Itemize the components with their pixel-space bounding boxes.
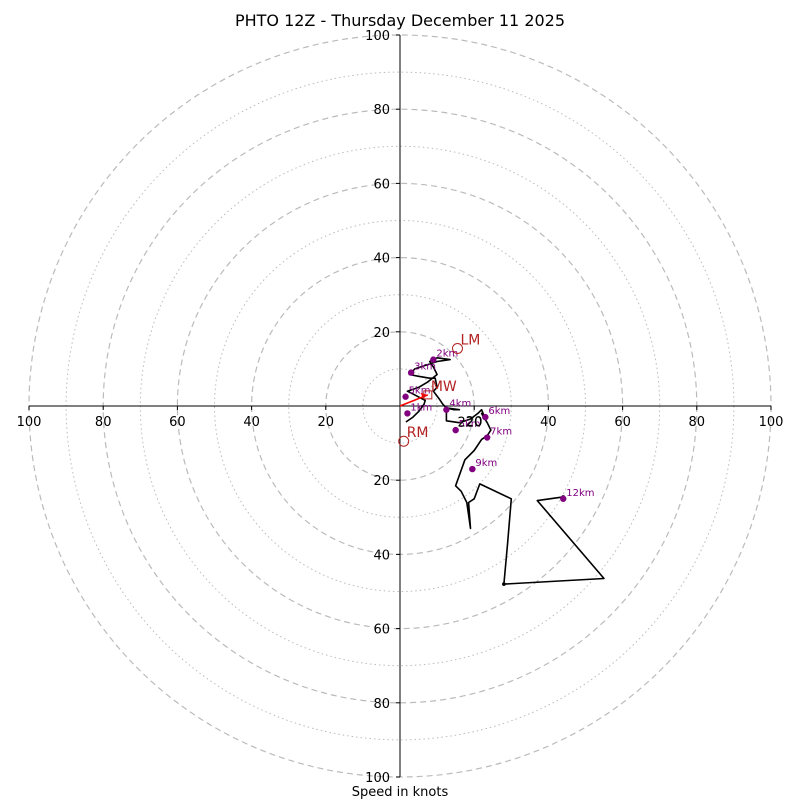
y-tick-label-down-80: 80	[373, 697, 390, 712]
height-marker-label-5km-5: 5km	[459, 419, 481, 430]
height-marker-5km-5	[452, 426, 459, 434]
storm-motion: LM MW RM 220	[398, 332, 483, 447]
x-tick-label-right-60: 60	[614, 415, 631, 430]
x-tick-label-left-60: 60	[169, 415, 186, 430]
height-marker-3km-1	[407, 369, 415, 376]
storm-motion-label-RM: RM	[407, 425, 429, 441]
x-tick-label-left-40: 40	[243, 415, 260, 430]
height-marker-1km-3	[404, 410, 411, 417]
height-marker-6km-6	[482, 413, 489, 421]
y-tick-label-down-60: 60	[373, 623, 390, 638]
x-tick-label-right-40: 40	[540, 415, 557, 430]
y-tick-label-up-100: 100	[365, 29, 390, 44]
y-tick-label-up-60: 60	[373, 177, 390, 192]
height-marker-label-3km-1: 3km	[414, 362, 436, 373]
height-marker-label-5km-2: 5km	[409, 386, 431, 397]
center-label: 220	[458, 415, 483, 430]
y-tick-label-up-80: 80	[373, 103, 390, 118]
y-tick-label-up-40: 40	[373, 252, 390, 267]
x-tick-label-left-20: 20	[318, 415, 335, 430]
x-tick-label-right-80: 80	[689, 415, 706, 430]
y-tick-label-down-20: 20	[373, 474, 390, 489]
height-marker-5km-2	[402, 393, 409, 400]
x-tick-label-left-100: 100	[17, 415, 42, 430]
height-marker-label-4km-4: 4km	[449, 399, 471, 410]
storm-motion-marker-MW	[423, 390, 433, 400]
height-marker-2km-0	[430, 356, 437, 363]
storm-motion-marker-LM	[452, 342, 464, 354]
height-marker-label-6km-6: 6km	[488, 406, 510, 417]
y-tick-label-down-40: 40	[373, 548, 390, 563]
height-marker-12km-9	[560, 495, 567, 502]
height-marker-label-1km-3: 1km	[410, 402, 432, 413]
y-tick-label-up-20: 20	[373, 326, 390, 341]
height-marker-label-2km-0: 2km	[436, 349, 458, 360]
height-marker-4km-4	[443, 406, 450, 413]
height-marker-7km-7	[483, 434, 491, 441]
storm-motion-label-LM: LM	[461, 332, 481, 348]
height-marker-label-7km-7: 7km	[490, 427, 512, 438]
height-marker-label-12km-9: 12km	[566, 488, 594, 499]
chart-title: PHTO 12Z - Thursday December 11 2025	[235, 11, 565, 30]
storm-motion-marker-RM	[398, 435, 410, 447]
storm-motion-label-MW: MW	[431, 379, 457, 395]
x-axis-label: Speed in knots	[352, 785, 449, 800]
x-tick-label-left-80: 80	[95, 415, 112, 430]
x-tick-label-right-100: 100	[759, 415, 784, 430]
hodograph-vertex-point	[502, 582, 506, 586]
height-marker-9km-8	[469, 465, 476, 473]
height-marker-label-9km-8: 9km	[475, 458, 497, 469]
y-tick-label-down-100: 100	[365, 771, 390, 786]
